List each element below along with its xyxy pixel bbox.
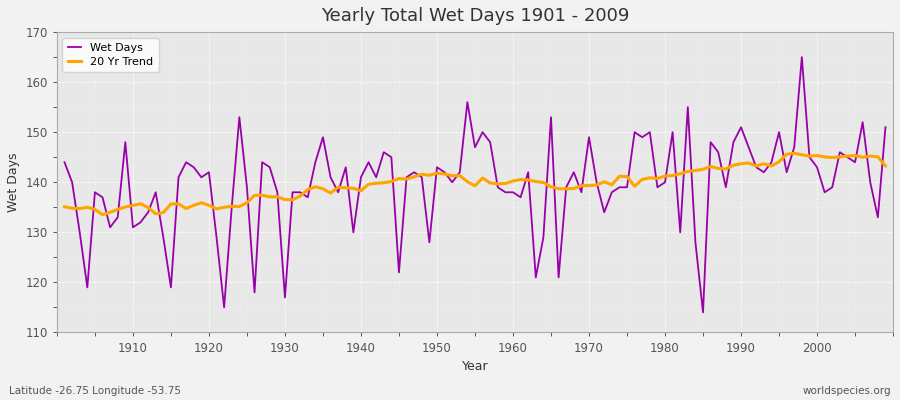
Legend: Wet Days, 20 Yr Trend: Wet Days, 20 Yr Trend: [62, 38, 159, 72]
20 Yr Trend: [340, 185, 351, 190]
20 Yr Trend: [508, 179, 518, 184]
Title: Yearly Total Wet Days 1901 - 2009: Yearly Total Wet Days 1901 - 2009: [320, 7, 629, 25]
20 Yr Trend: [294, 194, 305, 198]
20 Yr Trend: [97, 212, 108, 217]
Wet Days: [500, 190, 511, 195]
Wet Days: [59, 160, 70, 165]
Line: 20 Yr Trend: 20 Yr Trend: [65, 153, 886, 215]
Y-axis label: Wet Days: Wet Days: [7, 152, 20, 212]
Line: Wet Days: Wet Days: [65, 57, 886, 312]
20 Yr Trend: [515, 177, 526, 182]
Wet Days: [880, 125, 891, 130]
Wet Days: [598, 210, 609, 215]
20 Yr Trend: [788, 151, 799, 156]
X-axis label: Year: Year: [462, 360, 489, 373]
Wet Days: [508, 190, 518, 195]
Wet Days: [287, 190, 298, 195]
Wet Days: [698, 310, 708, 315]
20 Yr Trend: [880, 164, 891, 168]
Wet Days: [333, 190, 344, 195]
20 Yr Trend: [59, 204, 70, 209]
Wet Days: [796, 55, 807, 60]
Wet Days: [120, 140, 130, 145]
Text: Latitude -26.75 Longitude -53.75: Latitude -26.75 Longitude -53.75: [9, 386, 181, 396]
20 Yr Trend: [128, 203, 139, 208]
20 Yr Trend: [607, 182, 617, 187]
Text: worldspecies.org: worldspecies.org: [803, 386, 891, 396]
